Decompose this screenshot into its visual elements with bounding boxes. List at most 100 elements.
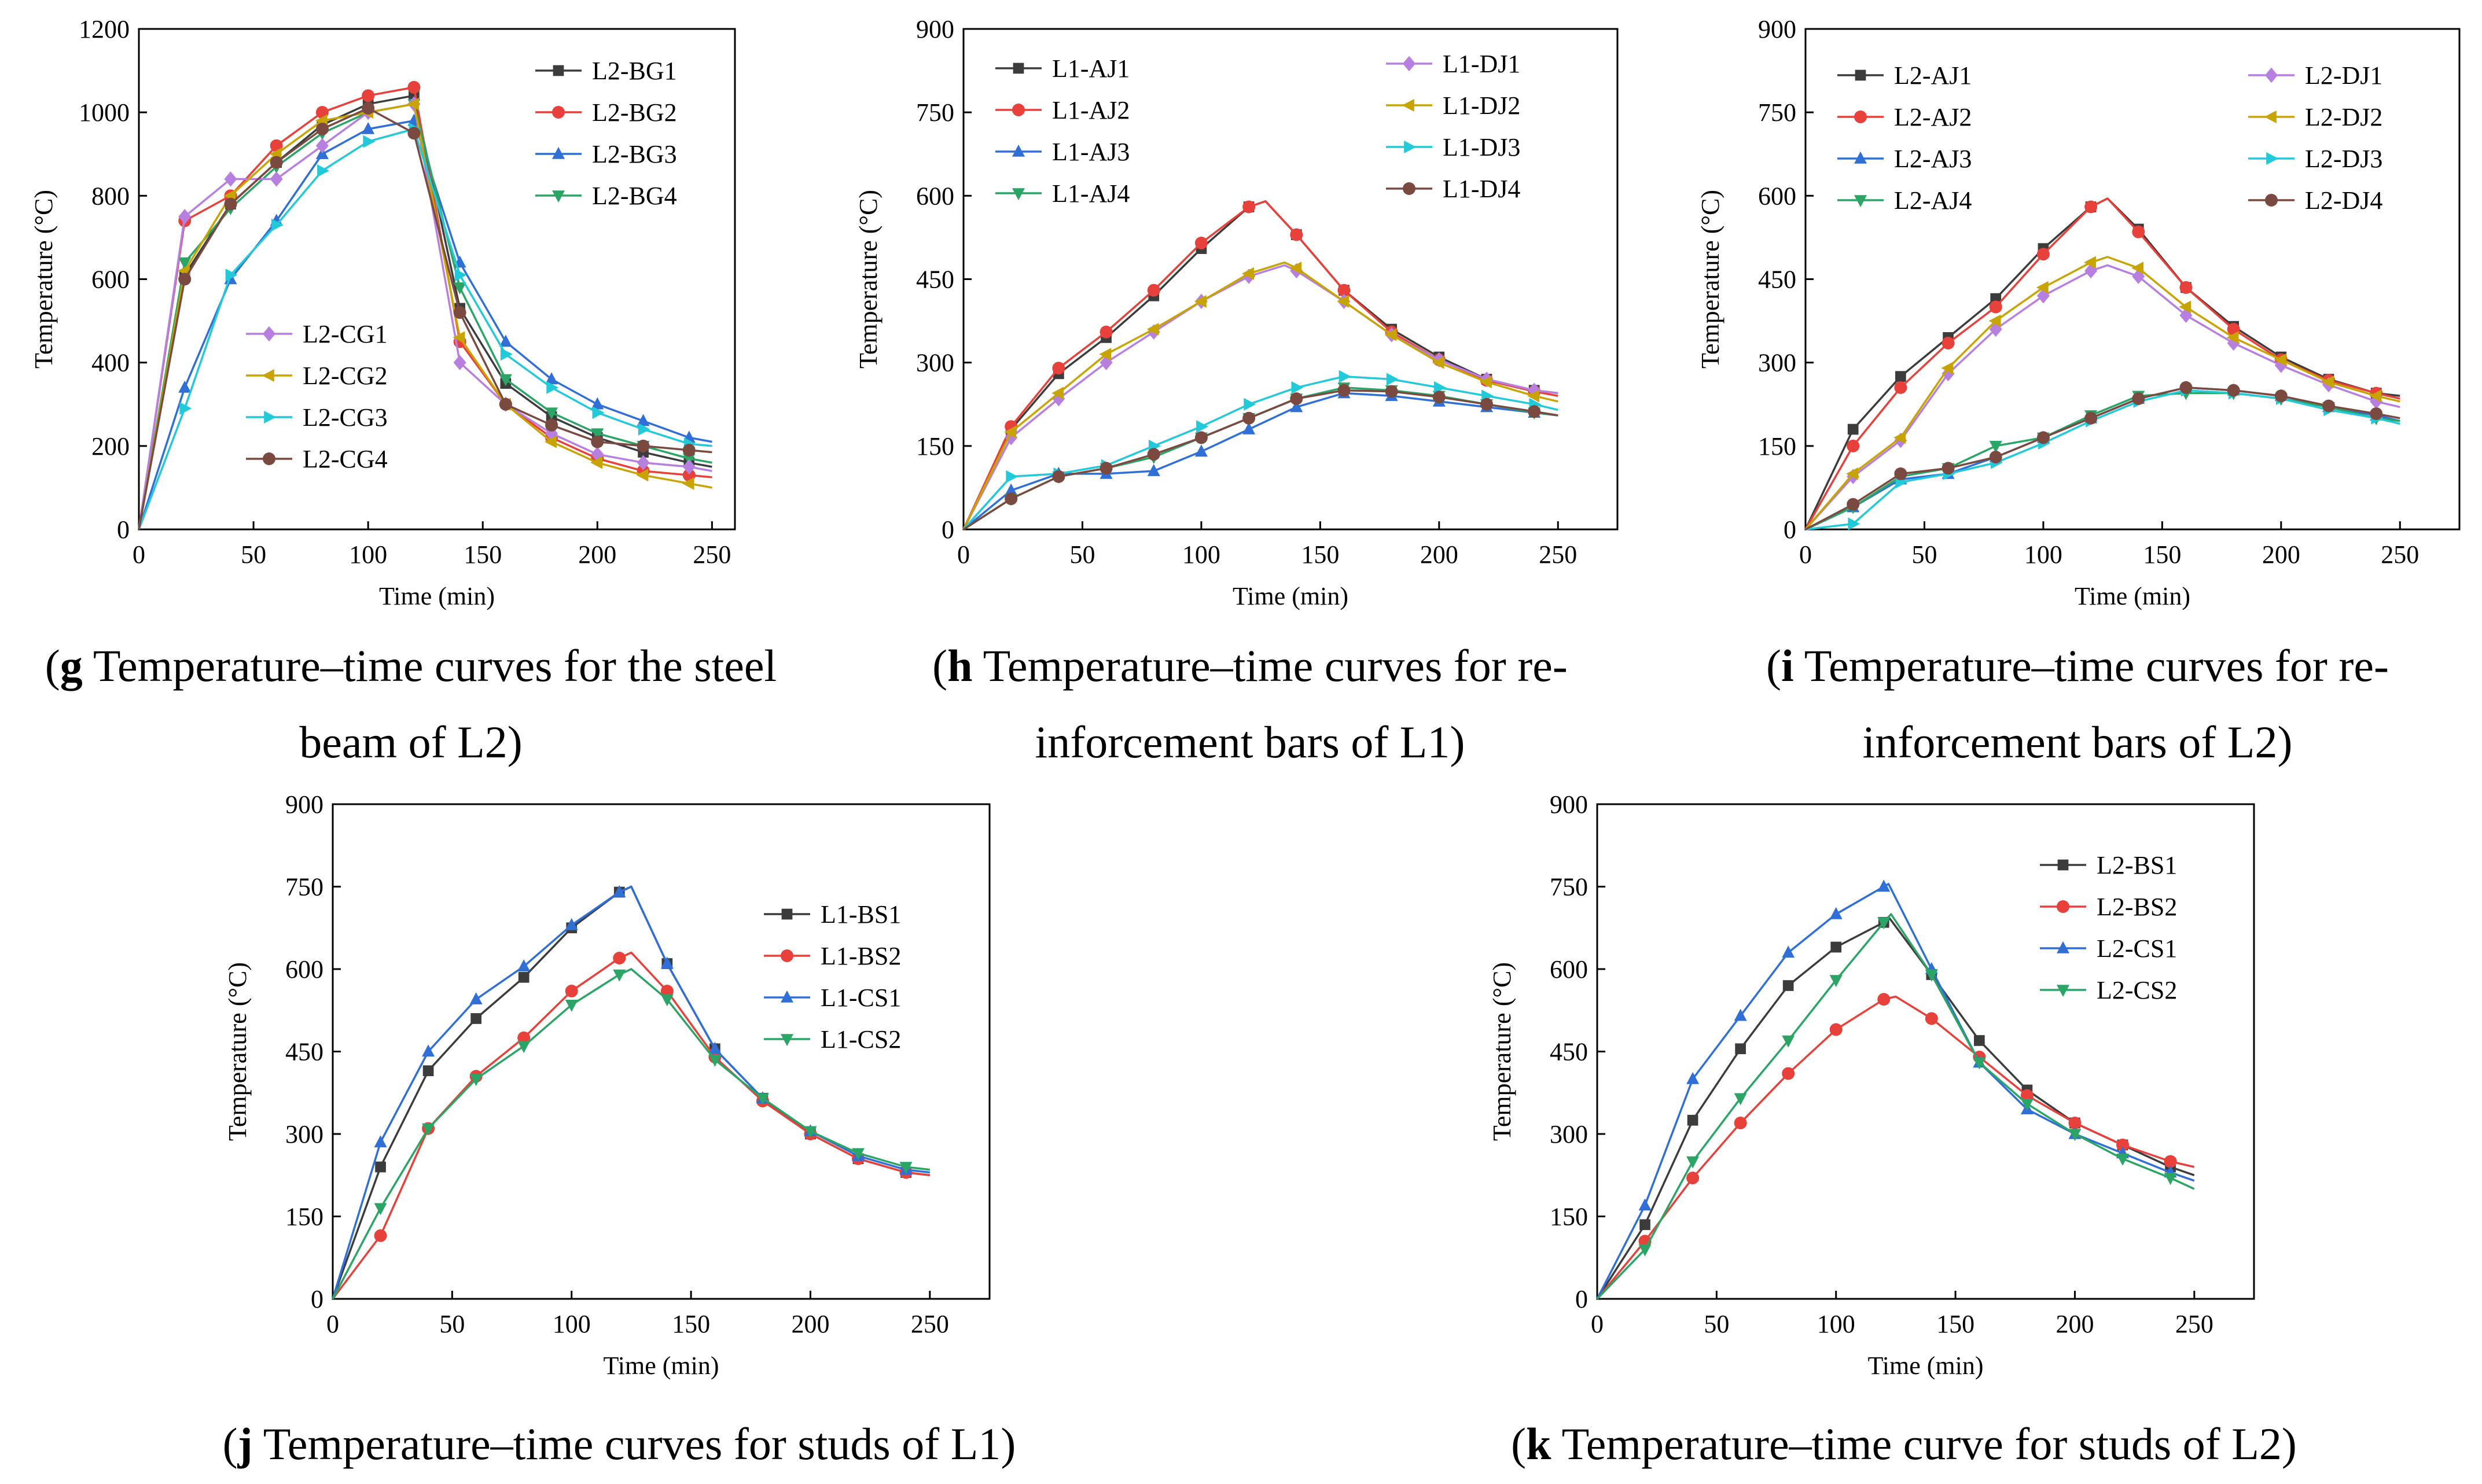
data-point [1893, 431, 1906, 444]
series-line [962, 375, 1558, 531]
legend-entry: L2-AJ4 [1837, 186, 1972, 215]
y-tick-label: 400 [91, 349, 130, 377]
legend-marker [781, 949, 793, 962]
y-tick-label: 600 [1550, 955, 1588, 984]
legend-label: L2-CS1 [2097, 934, 2177, 963]
x-tick-label: 0 [957, 540, 970, 569]
data-point [2084, 200, 2098, 213]
y-tick-label: 900 [916, 15, 954, 43]
legend-label: L2-CG4 [303, 445, 388, 473]
data-point [591, 397, 604, 410]
y-tick-label: 900 [1550, 790, 1588, 819]
data-point [708, 1041, 722, 1054]
data-point [453, 355, 466, 370]
y-tick-label: 450 [1550, 1038, 1588, 1066]
series-line [963, 389, 1558, 531]
data-point [1194, 444, 1208, 457]
series-line [332, 885, 930, 1299]
legend-entry: L2-CG4 [246, 445, 388, 473]
data-point [1100, 325, 1113, 338]
data-point [2116, 1153, 2129, 1166]
series-L2-DJ2 [1804, 256, 2400, 531]
y-tick-label: 750 [1550, 873, 1588, 901]
data-point [1146, 323, 1159, 336]
data-point [453, 306, 466, 319]
legend-entry: L2-DJ1 [2248, 61, 2382, 90]
data-point [1337, 294, 1350, 308]
data-point [1686, 1172, 1700, 1184]
legend-entry: L2-AJ3 [1837, 145, 1972, 173]
legend-label: L1-BS2 [821, 942, 901, 970]
data-point [1194, 294, 1207, 308]
legend-entry: L1-CS1 [764, 984, 901, 1012]
data-point [1686, 1156, 1700, 1169]
data-point [1339, 370, 1351, 383]
series-line [138, 107, 712, 530]
data-point [422, 1065, 434, 1077]
data-point [1147, 463, 1160, 476]
data-point [613, 952, 626, 964]
data-point [517, 1041, 531, 1054]
data-point [636, 469, 649, 482]
data-point [422, 1123, 435, 1136]
data-point [2179, 281, 2193, 294]
legend-label: L2-BS1 [2097, 851, 2177, 879]
legend-entry: L1-BS2 [764, 942, 901, 970]
legend-entry: L2-CG3 [246, 403, 388, 432]
x-tick-label: 250 [693, 540, 731, 569]
data-point [1290, 228, 1303, 241]
data-point [2226, 331, 2239, 344]
data-point [362, 89, 375, 102]
series-L1-DJ4 [963, 384, 1558, 531]
legend-marker [2265, 194, 2278, 207]
data-point [637, 439, 650, 452]
y-tick-label: 600 [91, 266, 130, 294]
chart-panel-1: 0 50 100 150 200 250 0 150 300 450 600 750 900 Time (… [854, 15, 1619, 610]
legend-marker [1403, 182, 1415, 195]
data-point [1782, 980, 1794, 991]
data-point [499, 397, 512, 411]
y-tick-label: 0 [1575, 1285, 1588, 1313]
y-axis-label: Temperature (°C) [854, 190, 883, 369]
data-point [2020, 1098, 2034, 1111]
y-tick-label: 750 [916, 98, 954, 127]
legend-entry: L1-DJ2 [1386, 91, 1520, 120]
series-L2-CS2 [1596, 913, 2195, 1300]
legend-entry: L2-BG4 [535, 182, 677, 210]
series-line [1596, 913, 2195, 1300]
data-point [1242, 411, 1256, 425]
data-point [1988, 314, 2001, 327]
legend-entry: L1-DJ3 [1386, 133, 1520, 161]
data-point [637, 414, 650, 426]
data-point [545, 372, 558, 385]
data-point [2036, 248, 2050, 261]
data-point [638, 423, 650, 436]
y-tick-label: 450 [285, 1038, 323, 1066]
data-point [2083, 256, 2096, 269]
legend-entry: L1-AJ1 [995, 54, 1130, 83]
y-tick-label: 300 [1550, 1120, 1588, 1148]
y-axis-label: Temperature (°C) [1488, 962, 1516, 1141]
data-point [1434, 381, 1446, 394]
data-point [1639, 1219, 1650, 1231]
legend-marker [2057, 985, 2069, 997]
y-tick-label: 750 [285, 873, 323, 901]
data-point [682, 477, 694, 490]
data-point [407, 97, 420, 111]
legend-marker [781, 908, 793, 920]
data-point [374, 1203, 387, 1216]
data-point [407, 127, 421, 140]
legend-label: L2-DJ3 [2305, 145, 2382, 173]
x-tick-label: 100 [2024, 540, 2062, 569]
series-line [1805, 389, 2400, 531]
legend-label: L2-BG3 [592, 140, 677, 168]
data-point [1735, 1043, 1746, 1055]
data-point [545, 418, 558, 432]
legend-marker [262, 369, 274, 382]
y-tick-label: 800 [91, 182, 130, 210]
data-point [1194, 237, 1208, 250]
data-point [613, 969, 626, 982]
data-point [2068, 1129, 2082, 1141]
series-L1-AJ3 [962, 386, 1558, 531]
legend-marker [1012, 188, 1025, 201]
